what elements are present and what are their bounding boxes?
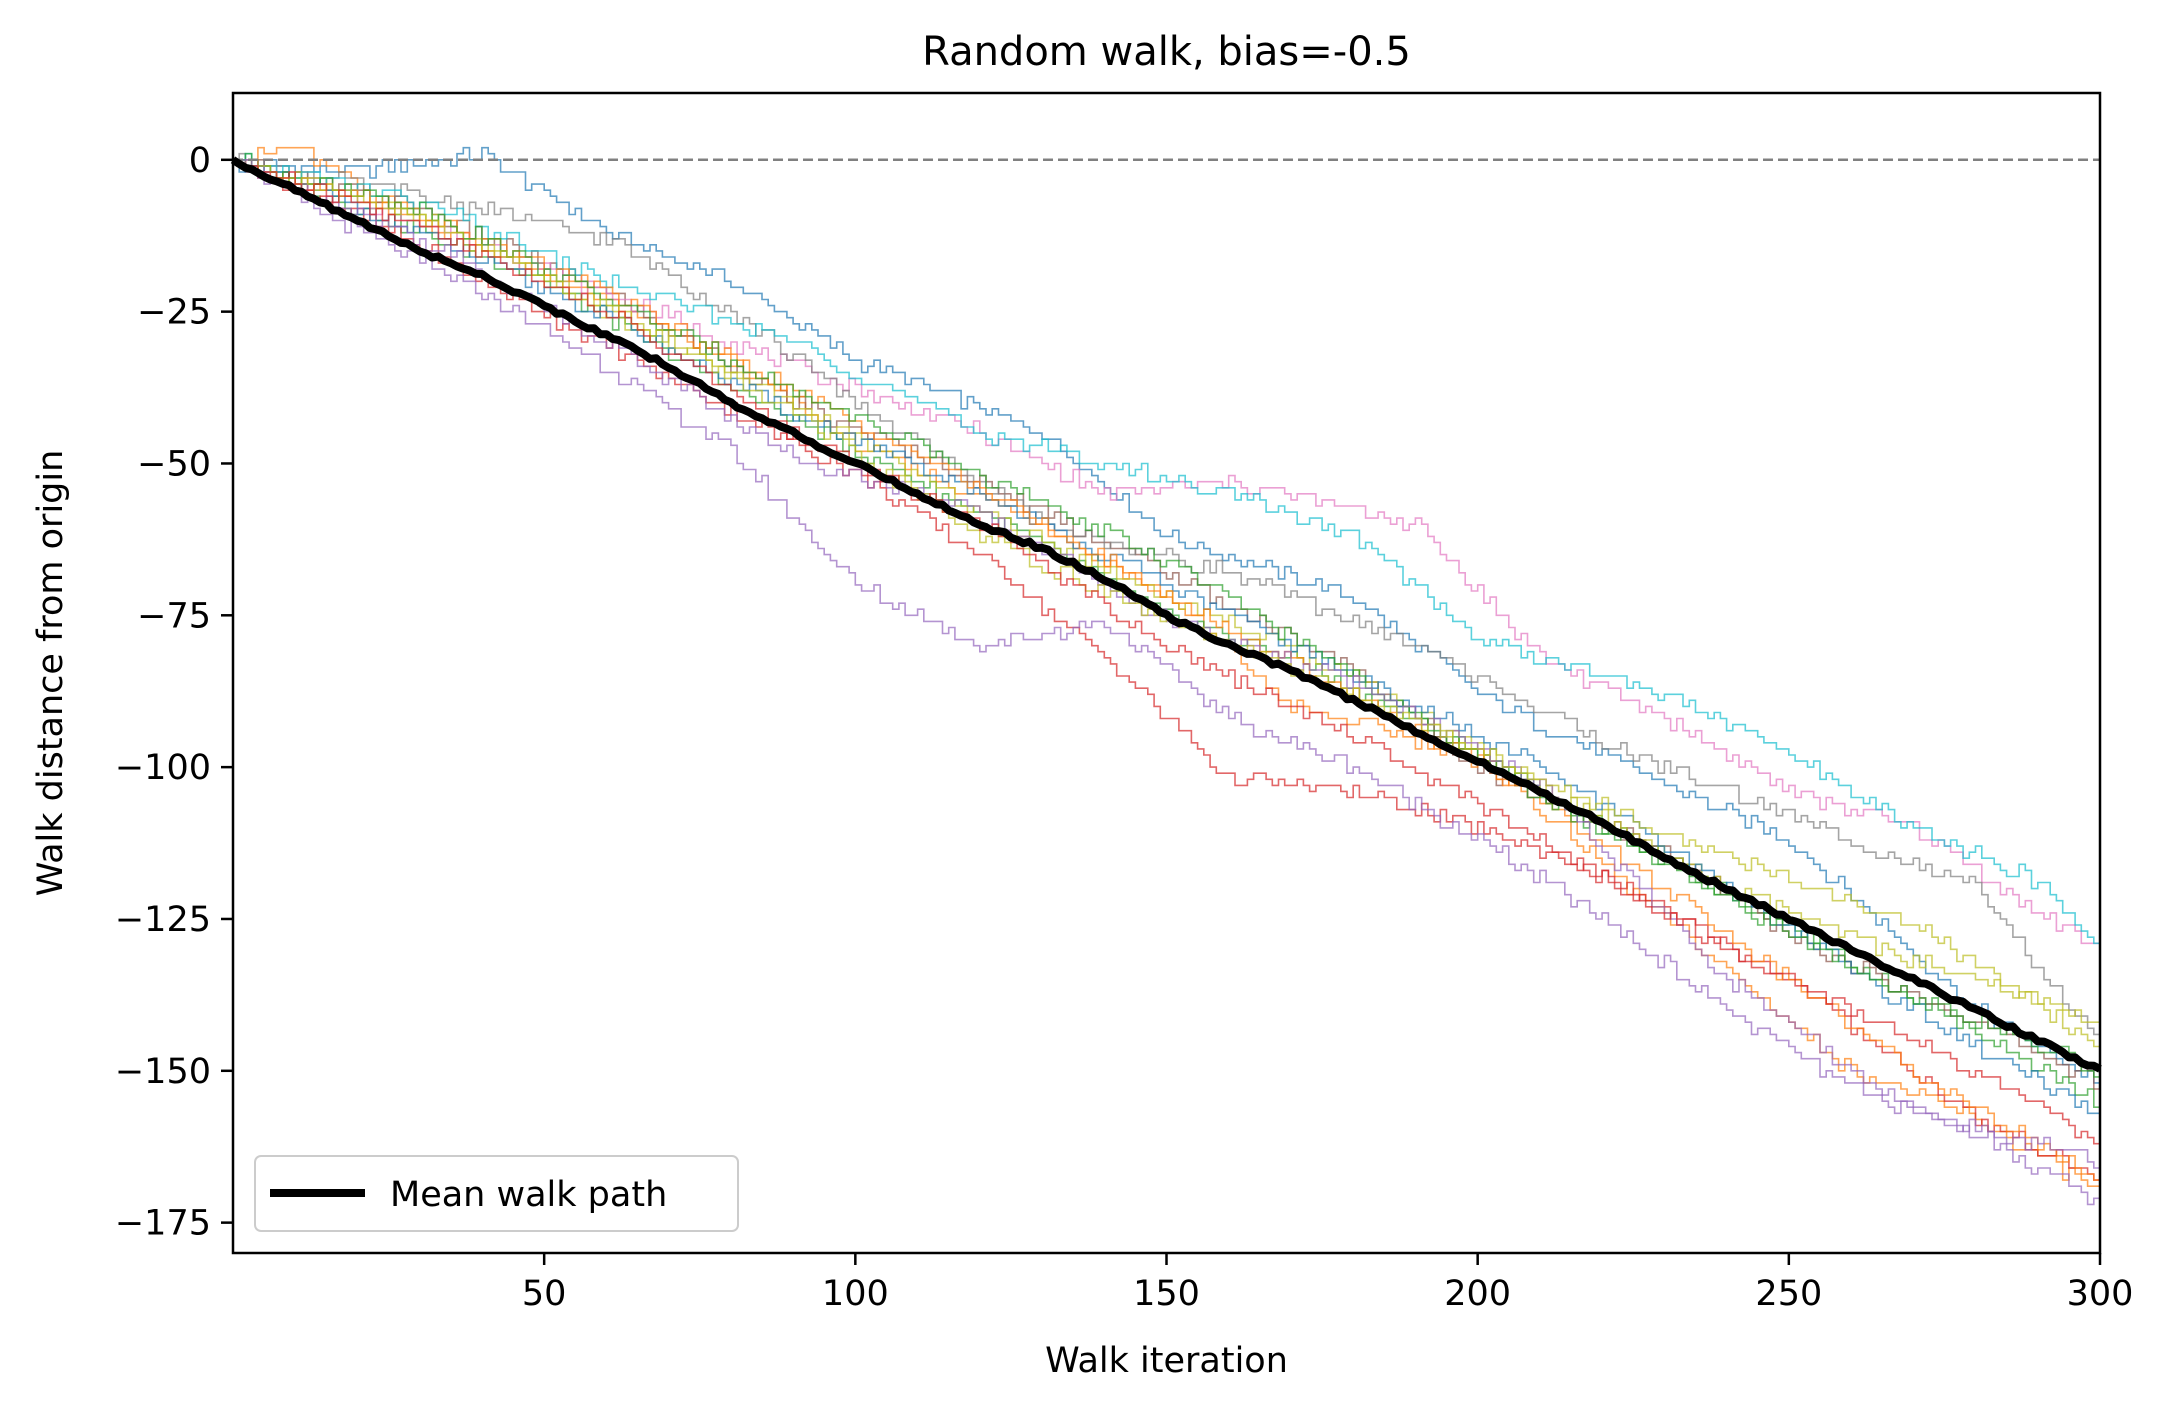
x-tick-label: 250 (1755, 1274, 1822, 1314)
x-tick-label: 200 (1444, 1274, 1511, 1314)
walk-series-line (233, 146, 2100, 1187)
walk-series-group (233, 146, 2101, 1206)
legend: Mean walk path (254, 1155, 739, 1232)
y-tick-label: −125 (115, 900, 211, 940)
y-axis-ticks: 0 −25 −50 −75 −100 −125 −150 −175 (115, 141, 233, 1244)
walk-series-line (233, 152, 2101, 950)
y-tick-label: −150 (115, 1052, 211, 1092)
walk-series-line (233, 159, 2100, 1048)
y-tick-label: −75 (137, 596, 211, 636)
walk-series-line (233, 152, 2101, 1053)
walk-series-line (233, 152, 2100, 1078)
x-axis-label: Walk iteration (1045, 1341, 1288, 1381)
x-tick-label: 50 (522, 1274, 567, 1314)
y-tick-label: −175 (115, 1204, 211, 1244)
x-tick-label: 300 (2067, 1274, 2134, 1314)
legend-box (254, 1155, 739, 1232)
y-tick-label: −25 (137, 293, 211, 333)
mean-series-group (230, 156, 2102, 1073)
walk-series-line (233, 146, 2100, 1084)
y-tick-label: −100 (115, 748, 211, 788)
y-axis-label: Walk distance from origin (31, 450, 71, 897)
walk-series-line (233, 159, 2101, 1187)
x-tick-label: 150 (1133, 1274, 1200, 1314)
chart-title: Random walk, bias=-0.5 (922, 29, 1411, 75)
x-tick-label: 100 (822, 1274, 889, 1314)
x-axis-ticks: 50 100 150 200 250 300 (522, 1253, 2134, 1314)
walk-series-line (233, 159, 2100, 1206)
y-tick-label: 0 (189, 141, 211, 181)
mean-walk-line (230, 156, 2102, 1073)
y-tick-label: −50 (137, 444, 211, 484)
walk-series-line (233, 159, 2100, 1145)
legend-label-mean: Mean walk path (390, 1175, 667, 1215)
